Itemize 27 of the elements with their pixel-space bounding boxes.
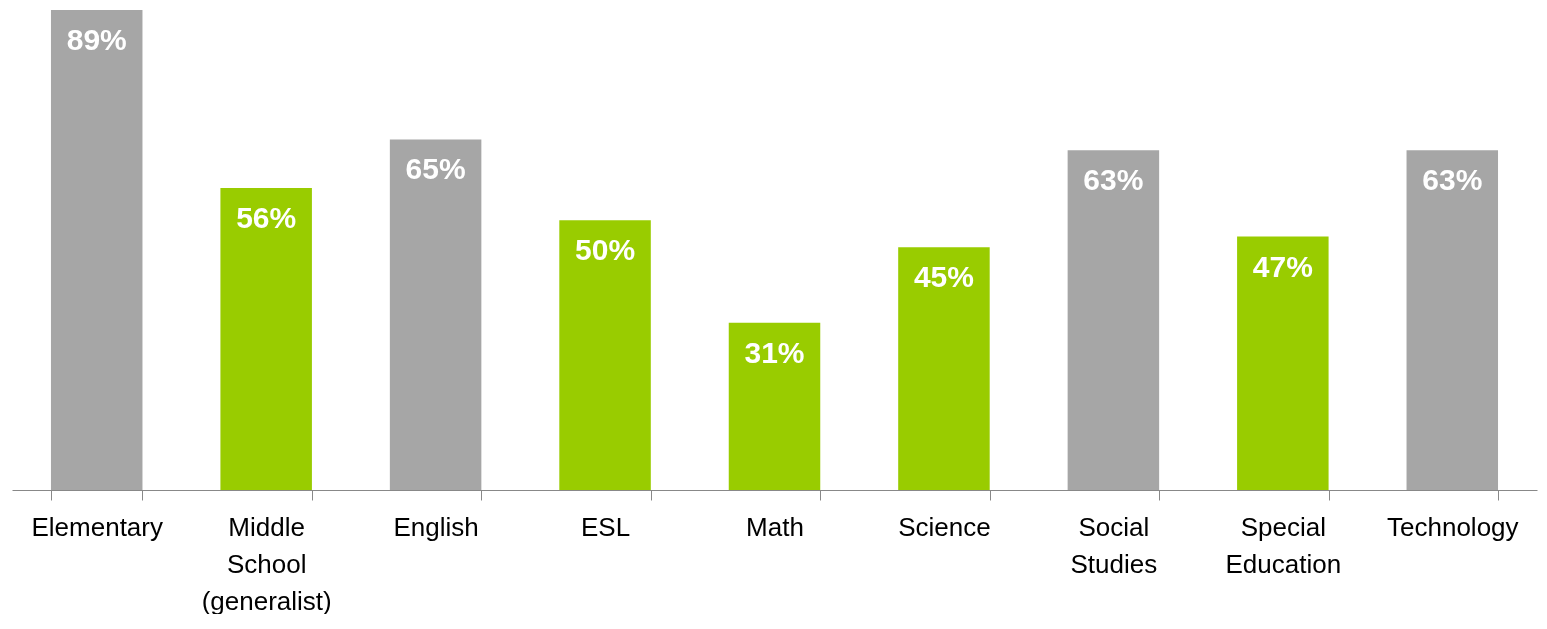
bar [50, 10, 143, 490]
bar [728, 322, 821, 490]
bar [220, 187, 312, 490]
x-tick-label: Technology [1387, 511, 1519, 542]
data-label: 47% [1252, 249, 1313, 283]
data-label: 31% [744, 335, 805, 369]
data-label: 63% [1083, 163, 1144, 197]
bar [1406, 150, 1499, 490]
x-tick-label: ESL [580, 511, 631, 542]
x-tick-label: Special Education [1225, 511, 1342, 579]
data-label: 45% [913, 260, 974, 294]
data-label: 65% [405, 152, 466, 186]
x-tick-label: Math [746, 511, 804, 542]
bar [898, 247, 990, 490]
bar [1237, 236, 1329, 490]
data-label: 63% [1422, 163, 1483, 197]
data-label: 89% [66, 23, 127, 56]
data-label: 50% [575, 233, 636, 267]
x-tick-label: Elementary [31, 511, 163, 542]
x-tick-label: Science [898, 511, 991, 542]
data-label: 56% [236, 200, 297, 234]
x-tick-label: Middle School (generalist) [201, 511, 332, 616]
bar [1067, 150, 1160, 490]
bar [389, 139, 482, 490]
x-tick-label: Social Studies [1070, 511, 1158, 579]
bar [559, 220, 651, 490]
x-tick-label: English [393, 511, 479, 542]
